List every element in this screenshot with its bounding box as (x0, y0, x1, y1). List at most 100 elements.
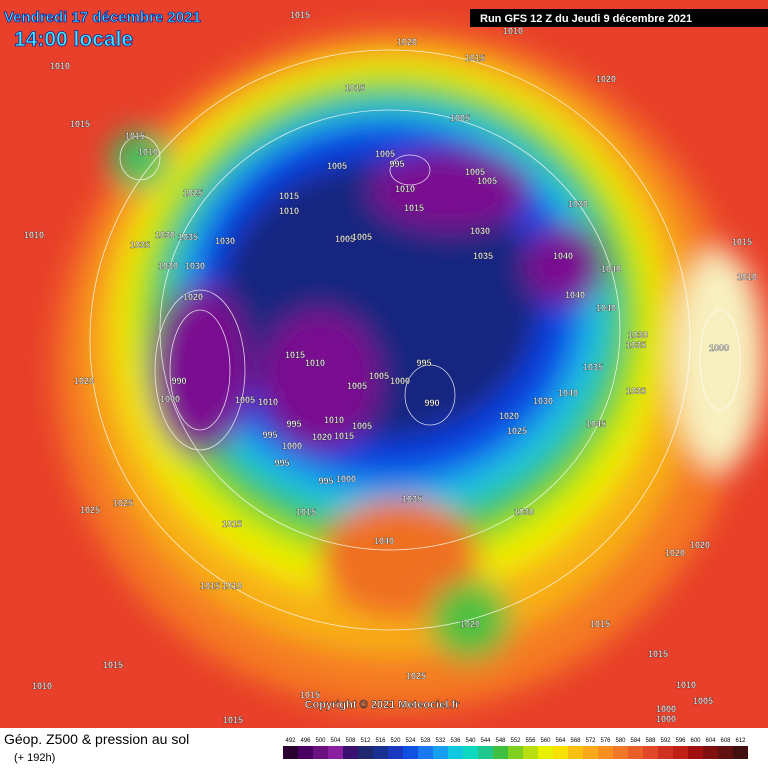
colorbar-label: 612 (735, 738, 746, 744)
lead-time: (+ 192h) (14, 752, 55, 764)
run-box (470, 9, 768, 27)
pressure-label: 990 (424, 398, 439, 408)
pressure-label: 1015 (223, 715, 243, 725)
colorbar-cell (358, 746, 373, 759)
pressure-label: 990 (171, 376, 186, 386)
pressure-label: 1030 (155, 230, 175, 240)
pressure-label: 995 (318, 476, 333, 486)
colorbar-label: 556 (525, 738, 536, 744)
pressure-label: 1040 (565, 290, 585, 300)
colorbar-cell (733, 746, 748, 759)
pressure-label: 1005 (465, 167, 485, 177)
pressure-label: 1030 (628, 330, 648, 340)
pressure-label: 1040 (601, 264, 621, 274)
pressure-label: 1040 (596, 303, 616, 313)
pressure-label: 1030 (185, 261, 205, 271)
pressure-label: 1015 (200, 581, 220, 591)
pressure-label: 1005 (235, 395, 255, 405)
pressure-label: 1010 (676, 680, 696, 690)
pressure-label: 1015 (345, 83, 365, 93)
pressure-label: 1020 (74, 376, 94, 386)
pressure-label: 1005 (450, 113, 470, 123)
colorbar-label: 548 (495, 738, 506, 744)
pressure-label: 1015 (648, 649, 668, 659)
colorbar-cell (448, 746, 463, 759)
colorbar-label: 536 (450, 738, 461, 744)
pressure-label: 995 (389, 159, 404, 169)
pressure-label: 1000 (160, 394, 180, 404)
colorbar-cell (523, 746, 538, 759)
map-background (0, 0, 768, 728)
pressure-label: 1030 (568, 199, 588, 209)
pressure-label: 1015 (125, 131, 145, 141)
pressure-label: 1010 (279, 206, 299, 216)
pressure-label: 1005 (477, 176, 497, 186)
colorbar-label: 596 (675, 738, 686, 744)
pressure-label: 995 (286, 419, 301, 429)
pressure-label: 1015 (103, 660, 123, 670)
colorbar-label: 544 (480, 738, 491, 744)
pressure-label: 1005 (693, 696, 713, 706)
pressure-label: 1045 (586, 419, 606, 429)
pressure-label: 1005 (352, 232, 372, 242)
pressure-label: 1015 (70, 119, 90, 129)
pressure-label: 1025 (113, 498, 133, 508)
pressure-label: 1020 (596, 74, 616, 84)
pressure-label: 1030 (158, 261, 178, 271)
pressure-label: 1025 (406, 671, 426, 681)
colorbar-cell (553, 746, 568, 759)
colorbar-label: 592 (660, 738, 671, 744)
colorbar-cell (298, 746, 313, 759)
colorbar-cell (628, 746, 643, 759)
pressure-label: 1020 (690, 540, 710, 550)
colorbar-label: 564 (555, 738, 566, 744)
colorbar-label: 600 (690, 738, 701, 744)
colorbar-cell (328, 746, 343, 759)
colorbar-label: 584 (630, 738, 641, 744)
colorbar-label: 524 (405, 738, 416, 744)
colorbar-cell (703, 746, 718, 759)
colorbar-cell (673, 746, 688, 759)
pressure-label: 1010 (258, 397, 278, 407)
colorbar-cell (688, 746, 703, 759)
pressure-label: 1000 (282, 441, 302, 451)
pressure-label: 1010 (32, 681, 52, 691)
pressure-label: 1035 (402, 494, 422, 504)
pressure-label: 1030 (215, 236, 235, 246)
pressure-label: 1015 (590, 619, 610, 629)
copyright: Copyright © 2021 Meteociel.fr (305, 699, 461, 711)
pressure-label: 1015 (465, 53, 485, 63)
pressure-label: 1015 (296, 507, 316, 517)
pressure-label: 1020 (460, 619, 480, 629)
colorbar-cell (568, 746, 583, 759)
pressure-label: 1015 (300, 690, 320, 700)
pressure-label: 995 (274, 458, 289, 468)
pressure-label: 1000 (656, 704, 676, 714)
pressure-label: 1035 (626, 386, 646, 396)
pressure-label: 1030 (514, 507, 534, 517)
pressure-label: 1015 (279, 191, 299, 201)
pressure-label: 1015 (334, 431, 354, 441)
pressure-label: 1005 (369, 371, 389, 381)
pressure-label: 1005 (335, 234, 355, 244)
colorbar-label: 528 (420, 738, 431, 744)
pressure-label: 1010 (222, 581, 242, 591)
colorbar-cell (508, 746, 523, 759)
pressure-label: 1030 (470, 226, 490, 236)
colorbar-cell (613, 746, 628, 759)
colorbar-label: 540 (465, 738, 476, 744)
pressure-label: 1015 (732, 237, 752, 247)
pressure-label: 1015 (290, 10, 310, 20)
colorbar-label: 496 (300, 738, 311, 744)
colorbar-label: 532 (435, 738, 446, 744)
colorbar-cell (418, 746, 433, 759)
pressure-label: 1005 (347, 381, 367, 391)
colorbar-label: 588 (645, 738, 656, 744)
colorbar-label: 576 (600, 738, 611, 744)
colorbar-label: 552 (510, 738, 521, 744)
colorbar-cell (463, 746, 478, 759)
colorbar-label: 500 (315, 738, 326, 744)
pressure-label: 1005 (352, 421, 372, 431)
colorbar-cell (403, 746, 418, 759)
